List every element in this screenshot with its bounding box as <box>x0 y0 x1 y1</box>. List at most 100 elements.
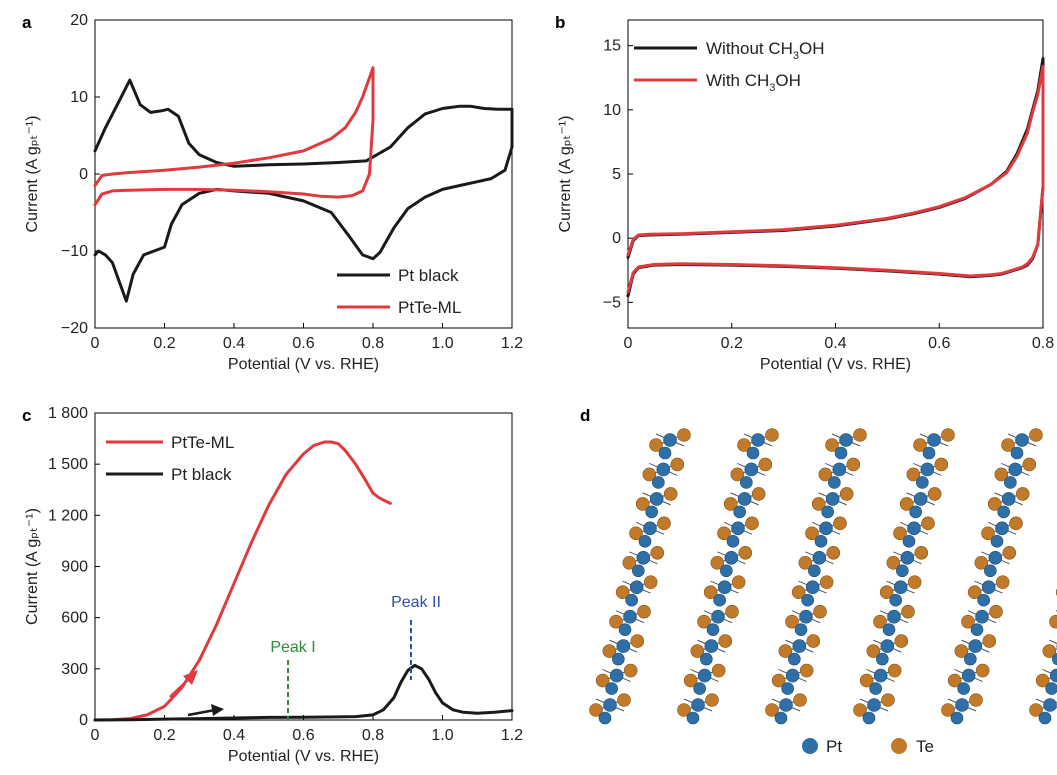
pt-atom <box>808 564 821 578</box>
te-atom <box>615 585 630 600</box>
y-tick-label: 10 <box>70 89 88 106</box>
te-atom <box>853 428 867 442</box>
pt-atom <box>961 668 976 683</box>
te-atom <box>982 634 997 648</box>
te-atom <box>1042 644 1057 658</box>
pt-atom <box>825 492 840 506</box>
te-atom <box>995 575 1010 590</box>
y-tick-label: 5 <box>612 166 621 183</box>
pt-atom <box>751 433 765 447</box>
pt-atom <box>909 505 922 519</box>
pt-atom <box>618 623 632 636</box>
series-line <box>626 64 1045 294</box>
te-atom <box>705 693 719 707</box>
pt-atom <box>1001 492 1016 506</box>
x-tick-label: 0.8 <box>362 727 384 744</box>
te-atom <box>690 644 705 658</box>
pt-atom <box>882 623 896 636</box>
x-axis-label: Potential (V vs. RHE) <box>760 356 911 373</box>
pt-atom <box>691 698 705 712</box>
peak-i-label: Peak I <box>270 639 315 656</box>
pt-atom <box>1015 433 1029 447</box>
te-atom <box>961 614 975 629</box>
te-atom <box>710 555 725 570</box>
te-atom <box>934 457 949 472</box>
te-atom <box>887 663 902 678</box>
te-atom <box>785 614 799 629</box>
pt-atom <box>726 535 740 548</box>
pt-atom <box>981 580 996 595</box>
series-line <box>93 663 514 722</box>
te-atom <box>778 644 793 658</box>
pt-atom <box>788 652 801 666</box>
y-tick-label: 0 <box>79 166 88 183</box>
te-atom <box>663 487 678 501</box>
pt-atom <box>902 535 916 548</box>
scan-arrowhead-red <box>183 670 198 685</box>
te-atom <box>1029 428 1043 442</box>
x-tick-label: 0 <box>624 335 633 352</box>
te-atom <box>813 604 827 619</box>
x-tick-label: 0.6 <box>928 335 950 352</box>
te-atom <box>941 428 955 442</box>
pt-atom <box>880 639 895 653</box>
te-atom <box>602 644 617 658</box>
pt-atom <box>649 492 664 506</box>
pt-atom <box>1052 652 1057 666</box>
pt-atom <box>977 593 990 607</box>
pt-atom <box>706 623 720 636</box>
te-atom <box>806 634 821 648</box>
te-atom <box>1022 457 1037 472</box>
pt-atom <box>612 652 625 666</box>
te-atom <box>730 467 745 482</box>
pt-atom <box>623 609 637 624</box>
te-atom <box>791 585 806 600</box>
pt-atom <box>598 711 612 725</box>
pt-atom <box>711 609 725 624</box>
scan-arrowhead-black <box>211 704 224 716</box>
te-atom <box>975 663 990 678</box>
te-atom <box>798 555 813 570</box>
pt-atom <box>869 682 882 695</box>
te-atom <box>1035 673 1050 688</box>
pt-atom <box>950 711 964 725</box>
te-atom <box>677 428 691 442</box>
pt-atom <box>663 433 677 447</box>
te-atom <box>967 585 982 600</box>
pt-atom <box>737 492 752 506</box>
te-atom <box>637 604 651 619</box>
pt-atom <box>984 564 997 578</box>
pt-atom <box>821 505 834 519</box>
pt-atom <box>799 609 813 624</box>
te-atom <box>717 526 731 541</box>
te-atom <box>921 516 935 531</box>
te-atom <box>630 634 645 648</box>
te-atom <box>805 526 819 541</box>
pt-atom <box>645 505 658 519</box>
x-tick-label: 1.0 <box>431 727 453 744</box>
te-atom <box>839 487 854 501</box>
te-atom <box>913 438 927 452</box>
te-atom <box>879 585 894 600</box>
te-atom <box>649 438 663 452</box>
te-atom <box>635 497 650 511</box>
pt-atom <box>785 668 800 683</box>
pt-atom <box>700 652 713 666</box>
pt-atom <box>922 446 936 460</box>
x-tick-label: 0.6 <box>292 727 314 744</box>
te-atom <box>650 545 665 560</box>
te-atom <box>771 673 786 688</box>
pt-atom <box>920 462 935 477</box>
te-atom <box>765 428 779 442</box>
pt-atom <box>832 462 847 477</box>
te-atom <box>793 693 807 707</box>
y-axis-label: Current (A gₚₜ⁻¹) <box>557 116 574 233</box>
te-atom <box>731 575 746 590</box>
pt-atom <box>603 698 617 712</box>
te-atom <box>751 487 766 501</box>
pt-atom <box>697 668 712 683</box>
te-atom <box>718 634 733 648</box>
pt-atom <box>819 521 833 536</box>
x-tick-label: 0 <box>91 335 100 352</box>
x-axis-label: Potential (V vs. RHE) <box>228 748 379 765</box>
